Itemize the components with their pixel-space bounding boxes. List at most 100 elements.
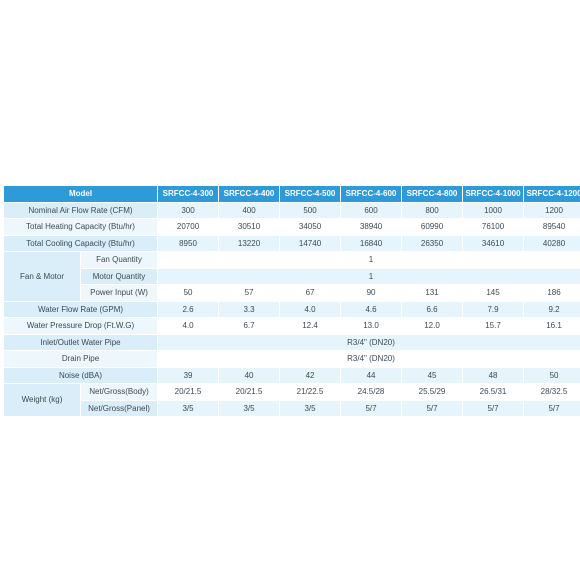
table-cell: 34050 [280, 219, 341, 235]
table-row: Power Input (W) 50 57 67 90 131 145 186 [4, 285, 580, 301]
table-cell: 5/7 [524, 400, 580, 416]
table-cell: 2.6 [158, 301, 219, 317]
table-row: Total Cooling Capacity (Btu/hr) 8950 132… [4, 235, 580, 251]
table-cell: 4.6 [341, 301, 402, 317]
table-cell: 39 [158, 367, 219, 383]
table-row: Nominal Air Flow Rate (CFM) 300 400 500 … [4, 202, 580, 218]
table-cell: 21/22.5 [280, 384, 341, 400]
table-cell: 12.0 [402, 318, 463, 334]
table-cell: 45 [402, 367, 463, 383]
table-cell: 12.4 [280, 318, 341, 334]
table-cell: 1000 [463, 202, 524, 218]
table-cell: 57 [219, 285, 280, 301]
row-label: Drain Pipe [4, 351, 158, 367]
table-cell: 25.5/29 [402, 384, 463, 400]
model-header: Model [4, 186, 158, 202]
row-label: Nominal Air Flow Rate (CFM) [4, 202, 158, 218]
row-label: Net/Gross(Body) [81, 384, 158, 400]
table-row: Inlet/Outlet Water Pipe R3/4" (DN20) [4, 334, 580, 350]
table-cell: 5/7 [402, 400, 463, 416]
table-row: Motor Quantity 1 [4, 268, 580, 284]
spec-table: Model SRFCC-4-300 SRFCC-4-400 SRFCC-4-50… [3, 185, 580, 417]
table-cell: 186 [524, 285, 580, 301]
table-cell: 145 [463, 285, 524, 301]
table-cell: 3/5 [158, 400, 219, 416]
model-header-cell: SRFCC-4-300 [158, 186, 219, 202]
row-label: Total Cooling Capacity (Btu/hr) [4, 235, 158, 251]
table-cell: 67 [280, 285, 341, 301]
table-cell: 20700 [158, 219, 219, 235]
merged-cell: 1 [158, 268, 580, 284]
row-label: Water Pressure Drop (Ft.W.G) [4, 318, 158, 334]
table-cell: 28/32.5 [524, 384, 580, 400]
table-cell: 34610 [463, 235, 524, 251]
table-cell: 50 [524, 367, 580, 383]
model-header-cell: SRFCC-4-500 [280, 186, 341, 202]
row-label: Noise (dBA) [4, 367, 158, 383]
model-header-cell: SRFCC-4-1200 [524, 186, 580, 202]
table-cell: 5/7 [341, 400, 402, 416]
table-cell: 13220 [219, 235, 280, 251]
table-cell: 7.9 [463, 301, 524, 317]
table-row: Total Heating Capacity (Btu/hr) 20700 30… [4, 219, 580, 235]
table-cell: 48 [463, 367, 524, 383]
table-cell: 38940 [341, 219, 402, 235]
table-cell: 8950 [158, 235, 219, 251]
table-cell: 30510 [219, 219, 280, 235]
table-cell: 24.5/28 [341, 384, 402, 400]
table-cell: 26.5/31 [463, 384, 524, 400]
table-cell: 6.7 [219, 318, 280, 334]
table-cell: 44 [341, 367, 402, 383]
header-row: Model SRFCC-4-300 SRFCC-4-400 SRFCC-4-50… [4, 186, 580, 202]
row-label: Power Input (W) [81, 285, 158, 301]
table-cell: 89540 [524, 219, 580, 235]
table-row: Water Pressure Drop (Ft.W.G) 4.0 6.7 12.… [4, 318, 580, 334]
table-cell: 15.7 [463, 318, 524, 334]
table-cell: 50 [158, 285, 219, 301]
table-cell: 4.0 [158, 318, 219, 334]
model-header-cell: SRFCC-4-800 [402, 186, 463, 202]
merged-cell: R3/4" (DN20) [158, 334, 580, 350]
table-cell: 42 [280, 367, 341, 383]
fan-motor-group-label: Fan & Motor [4, 252, 80, 301]
table-cell: 26350 [402, 235, 463, 251]
weight-group-label: Weight (kg) [4, 384, 80, 416]
table-cell: 76100 [463, 219, 524, 235]
model-header-cell: SRFCC-4-400 [219, 186, 280, 202]
row-label: Net/Gross(Panel) [81, 400, 158, 416]
table-row: Noise (dBA) 39 40 42 44 45 48 50 [4, 367, 580, 383]
table-cell: 20/21.5 [158, 384, 219, 400]
table-cell: 16840 [341, 235, 402, 251]
model-header-cell: SRFCC-4-1000 [463, 186, 524, 202]
model-header-cell: SRFCC-4-600 [341, 186, 402, 202]
table-cell: 800 [402, 202, 463, 218]
table-cell: 40280 [524, 235, 580, 251]
table-cell: 3/5 [280, 400, 341, 416]
row-label: Inlet/Outlet Water Pipe [4, 334, 158, 350]
table-row: Drain Pipe R3/4" (DN20) [4, 351, 580, 367]
row-label: Motor Quantity [81, 268, 158, 284]
table-row: Fan & Motor Fan Quantity 1 [4, 252, 580, 301]
table-cell: 13.0 [341, 318, 402, 334]
merged-cell: R3/4" (DN20) [158, 351, 580, 367]
table-cell: 600 [341, 202, 402, 218]
table-cell: 3.3 [219, 301, 280, 317]
merged-cell: 1 [158, 252, 580, 268]
table-cell: 5/7 [463, 400, 524, 416]
table-cell: 300 [158, 202, 219, 218]
table-cell: 6.6 [402, 301, 463, 317]
table-cell: 60990 [402, 219, 463, 235]
table-cell: 400 [219, 202, 280, 218]
table-cell: 20/21.5 [219, 384, 280, 400]
table-cell: 9.2 [524, 301, 580, 317]
table-row: Water Flow Rate (GPM) 2.6 3.3 4.0 4.6 6.… [4, 301, 580, 317]
table-row: Weight (kg) Net/Gross(Body) 20/21.5 20/2… [4, 384, 580, 416]
table-row: Net/Gross(Panel) 3/5 3/5 3/5 5/7 5/7 5/7… [4, 400, 580, 416]
table-cell: 90 [341, 285, 402, 301]
table-cell: 14740 [280, 235, 341, 251]
table-cell: 16.1 [524, 318, 580, 334]
table-cell: 131 [402, 285, 463, 301]
table-cell: 40 [219, 367, 280, 383]
table-cell: 1200 [524, 202, 580, 218]
table-cell: 500 [280, 202, 341, 218]
